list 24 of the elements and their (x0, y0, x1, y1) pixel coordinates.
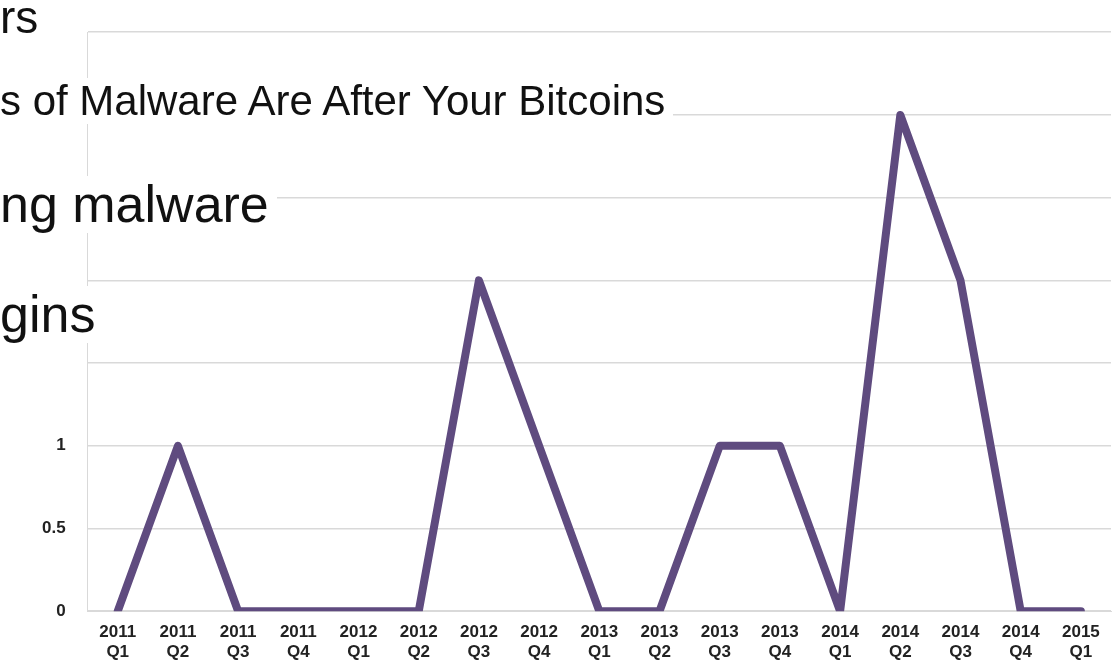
y-tick-label: 1 (56, 435, 66, 455)
x-tick-label: 2011 Q1 (99, 622, 137, 662)
x-tick-label: 2011 Q3 (219, 622, 257, 662)
annotation: s of Malware Are After Your Bitcoins (0, 77, 674, 125)
x-tick-label: 2014 Q3 (941, 622, 980, 662)
y-tick-label: 0.5 (41, 518, 66, 538)
text: rs (0, 0, 47, 43)
annotation: gins (0, 285, 104, 344)
x-tick-label: 2013 Q2 (640, 622, 679, 662)
x-tick-label: 2014 Q2 (881, 622, 920, 662)
x-tick-label: 2011 Q4 (279, 622, 317, 662)
x-tick-label: 2012 Q2 (399, 622, 438, 662)
x-tick-label: 2012 Q1 (339, 622, 378, 662)
x-tick-label: 2015 Q1 (1061, 622, 1100, 662)
x-tick-label: 2013 Q1 (580, 622, 619, 662)
x-tick-label: 2013 Q3 (700, 622, 739, 662)
x-tick-label: 2011 Q2 (159, 622, 197, 662)
x-tick-label: 2014 Q1 (821, 622, 860, 662)
y-tick-label: 0 (56, 600, 66, 620)
x-tick-label: 2012 Q3 (460, 622, 498, 662)
annotation: ng malware (0, 175, 277, 234)
x-tick-label: 2014 Q4 (1001, 622, 1041, 662)
x-tick-label: 2013 Q4 (761, 622, 799, 662)
x-tick-label: 2012 Q4 (520, 622, 559, 662)
